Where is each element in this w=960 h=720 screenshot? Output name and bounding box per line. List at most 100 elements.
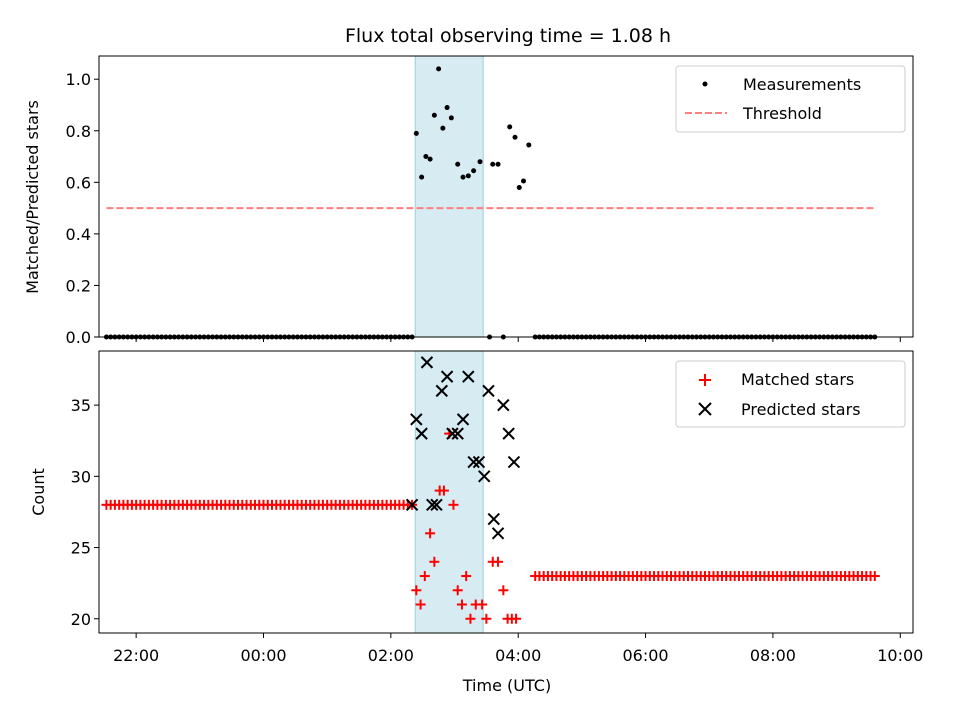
measurement-point (490, 161, 496, 167)
predicted-star-point (507, 455, 521, 469)
matched-star-point (429, 556, 440, 567)
measurement-point (455, 161, 461, 167)
predicted-star-point (491, 527, 505, 540)
top-panel-frame (98, 55, 914, 338)
top-panel-y-ticks: 0.0 0.2 0.4 0.6 0.8 1.0 (66, 70, 99, 347)
measurement-point (423, 154, 429, 160)
bottom-panel-shaded-interval (414, 350, 484, 634)
chart-title: Flux total observing time = 1.08 h (345, 25, 671, 47)
legend-matched-marker (699, 374, 711, 386)
predicted-star-point (451, 427, 464, 440)
measurement-point (431, 112, 437, 118)
x-tick-label: 00:00 (240, 646, 286, 665)
matched-star-point (511, 613, 522, 624)
y-tick-label: 30 (71, 467, 91, 486)
bottom-panel-x-ticks: 22:00 00:00 02:00 04:00 06:00 08:00 10:00 (113, 633, 923, 665)
predicted-star-point (440, 370, 454, 383)
measurement-point (413, 130, 419, 136)
x-tick-label: 08:00 (750, 646, 796, 665)
top-legend: Measurements Threshold (675, 65, 906, 133)
bottom-panel-y-ticks: 20 25 30 35 (71, 396, 99, 629)
matched-star-point (481, 613, 492, 624)
legend-predicted-marker (698, 402, 712, 416)
top-panel-x-ticks (135, 337, 901, 342)
legend-measurements-label: Measurements (743, 75, 861, 94)
predicted-star-point (446, 427, 459, 440)
measurement-point (440, 125, 446, 131)
matched-star-point (456, 599, 467, 610)
predicted-star-point (405, 498, 419, 512)
predicted-star-point (410, 413, 423, 426)
bottom-legend: Matched stars Predicted stars (675, 360, 906, 428)
bottom-panel-matched-layer (101, 428, 880, 624)
predicted-star-point (426, 498, 439, 512)
matched-star-point (465, 613, 476, 624)
bottom-panel-y-axis-label: Count (29, 468, 48, 516)
measurement-point (471, 168, 477, 174)
matched-star-point (411, 585, 422, 596)
predicted-star-point (435, 384, 448, 398)
bottom-legend-box (675, 360, 906, 428)
y-tick-label: 20 (71, 610, 91, 629)
predicted-star-point (467, 455, 480, 469)
measurement-point (495, 161, 501, 167)
top-legend-box (675, 65, 906, 133)
measurement-point (526, 142, 532, 148)
measurement-point (444, 105, 450, 111)
y-tick-label: 0.8 (66, 122, 91, 141)
measurement-point (448, 115, 454, 121)
matched-star-point (461, 571, 472, 582)
top-panel-shaded-interval (414, 55, 484, 338)
matched-star-point (415, 599, 426, 610)
top-panel: 0.0 0.2 0.4 0.6 0.8 1.0 Matched/Predicted sta… (23, 55, 914, 347)
measurement-point (507, 124, 513, 130)
predicted-star-point (487, 512, 501, 526)
measurement-point (419, 174, 425, 180)
predicted-star-point (482, 384, 495, 398)
y-tick-label: 1.0 (66, 70, 91, 89)
x-tick-label: 06:00 (623, 646, 669, 665)
legend-measurements-marker (702, 81, 708, 87)
bottom-panel-frame (98, 350, 914, 634)
measurement-point (512, 134, 518, 140)
measurement-point (465, 173, 471, 179)
legend-matched-label: Matched stars (741, 370, 854, 389)
matched-star-point (498, 585, 509, 596)
matched-star-point (419, 571, 430, 582)
x-tick-label: 22:00 (113, 646, 159, 665)
matched-star-point (452, 585, 463, 596)
matched-star-point (448, 499, 459, 510)
measurement-point (516, 184, 522, 190)
predicted-star-point (502, 427, 515, 440)
top-panel-y-axis-label: Matched/Predicted stars (23, 100, 42, 294)
measurement-point (460, 174, 466, 180)
predicted-star-point (420, 356, 434, 369)
matched-star-point (425, 528, 436, 539)
predicted-star-point (478, 470, 491, 483)
y-tick-label: 0.0 (66, 328, 91, 347)
predicted-star-point (415, 427, 428, 440)
predicted-star-point (497, 398, 510, 412)
x-tick-label: 10:00 (877, 646, 923, 665)
bottom-panel: 20 25 30 35 22:00 00:00 02:00 04:00 06:00 08:00 1… (29, 350, 923, 695)
measurement-point (521, 178, 527, 184)
matched-star-point (438, 485, 449, 496)
legend-threshold-label: Threshold (742, 104, 822, 123)
predicted-star-point (462, 370, 475, 383)
predicted-star-point (456, 413, 470, 426)
predicted-star-point (430, 498, 443, 512)
x-tick-label: 02:00 (368, 646, 414, 665)
matched-star-point (493, 556, 504, 567)
bottom-panel-predicted-layer (405, 356, 521, 540)
y-tick-label: 0.2 (66, 276, 91, 295)
matched-star-point (869, 571, 880, 582)
bottom-panel-x-axis-label: Time (UTC) (462, 676, 551, 695)
y-tick-label: 0.4 (66, 225, 91, 244)
y-tick-label: 25 (71, 539, 91, 558)
y-tick-label: 35 (71, 396, 91, 415)
measurement-point (436, 66, 442, 72)
matched-star-point (477, 599, 488, 610)
measurement-point (477, 159, 483, 165)
legend-predicted-label: Predicted stars (741, 400, 861, 419)
